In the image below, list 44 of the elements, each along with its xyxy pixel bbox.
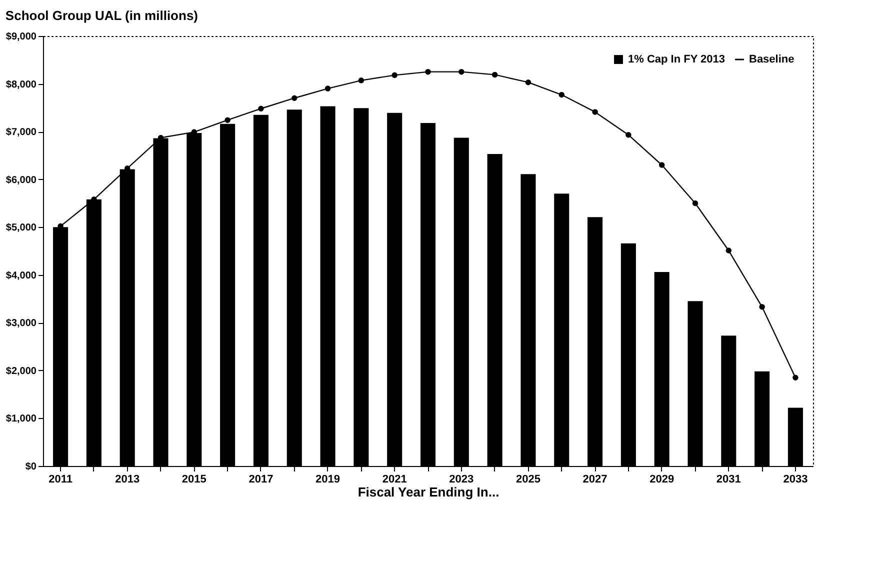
x-tick-label: 2031 [716, 474, 741, 486]
point [392, 72, 398, 78]
x-tick-label: 2023 [449, 474, 474, 486]
x-tick-label: 2029 [650, 474, 674, 486]
y-tick-label: $8,000 [6, 79, 37, 90]
point [792, 374, 798, 380]
point [558, 92, 564, 98]
x-axis-title: Fiscal Year Ending In... [358, 484, 500, 500]
x-tick-label: 2015 [182, 474, 206, 486]
x-tick-label: 2027 [582, 474, 608, 486]
y-tick-label: $0 [25, 462, 37, 472]
legend-label: Baseline [749, 54, 794, 66]
point [592, 109, 598, 115]
y-tick-label: $5,000 [6, 222, 37, 234]
point [658, 162, 665, 168]
point [726, 248, 732, 254]
x-tick-label: 2019 [316, 474, 340, 486]
point [458, 68, 464, 75]
point [292, 95, 298, 101]
y-tick-label: $1,000 [6, 414, 37, 425]
legend-label: 1% Cap In FY 2013 [628, 54, 726, 66]
point [224, 117, 230, 123]
point [626, 132, 632, 138]
x-tick-label: 2033 [783, 474, 808, 486]
point [492, 72, 498, 78]
x-tick-label: 2013 [115, 474, 140, 486]
y-tick-label: $3,000 [6, 318, 37, 330]
y-tick-label: $7,000 [6, 127, 37, 138]
y-tick-label: $4,000 [6, 270, 37, 282]
chart-title: School Group UAL (in millions) [5, 8, 198, 23]
y-tick-label: $6,000 [6, 174, 37, 186]
point [692, 200, 698, 206]
point [324, 86, 331, 92]
x-tick-label: 2017 [248, 474, 274, 486]
y-tick-label: $9,000 [6, 32, 37, 42]
point [258, 106, 264, 112]
x-tick-label: 2025 [516, 474, 540, 486]
point [525, 79, 532, 86]
y-tick-label: $2,000 [6, 366, 37, 377]
x-tick-label: 2021 [382, 474, 407, 486]
point [425, 68, 431, 75]
point [759, 304, 765, 310]
point [358, 78, 364, 84]
x-tick-label: 2011 [48, 474, 72, 486]
